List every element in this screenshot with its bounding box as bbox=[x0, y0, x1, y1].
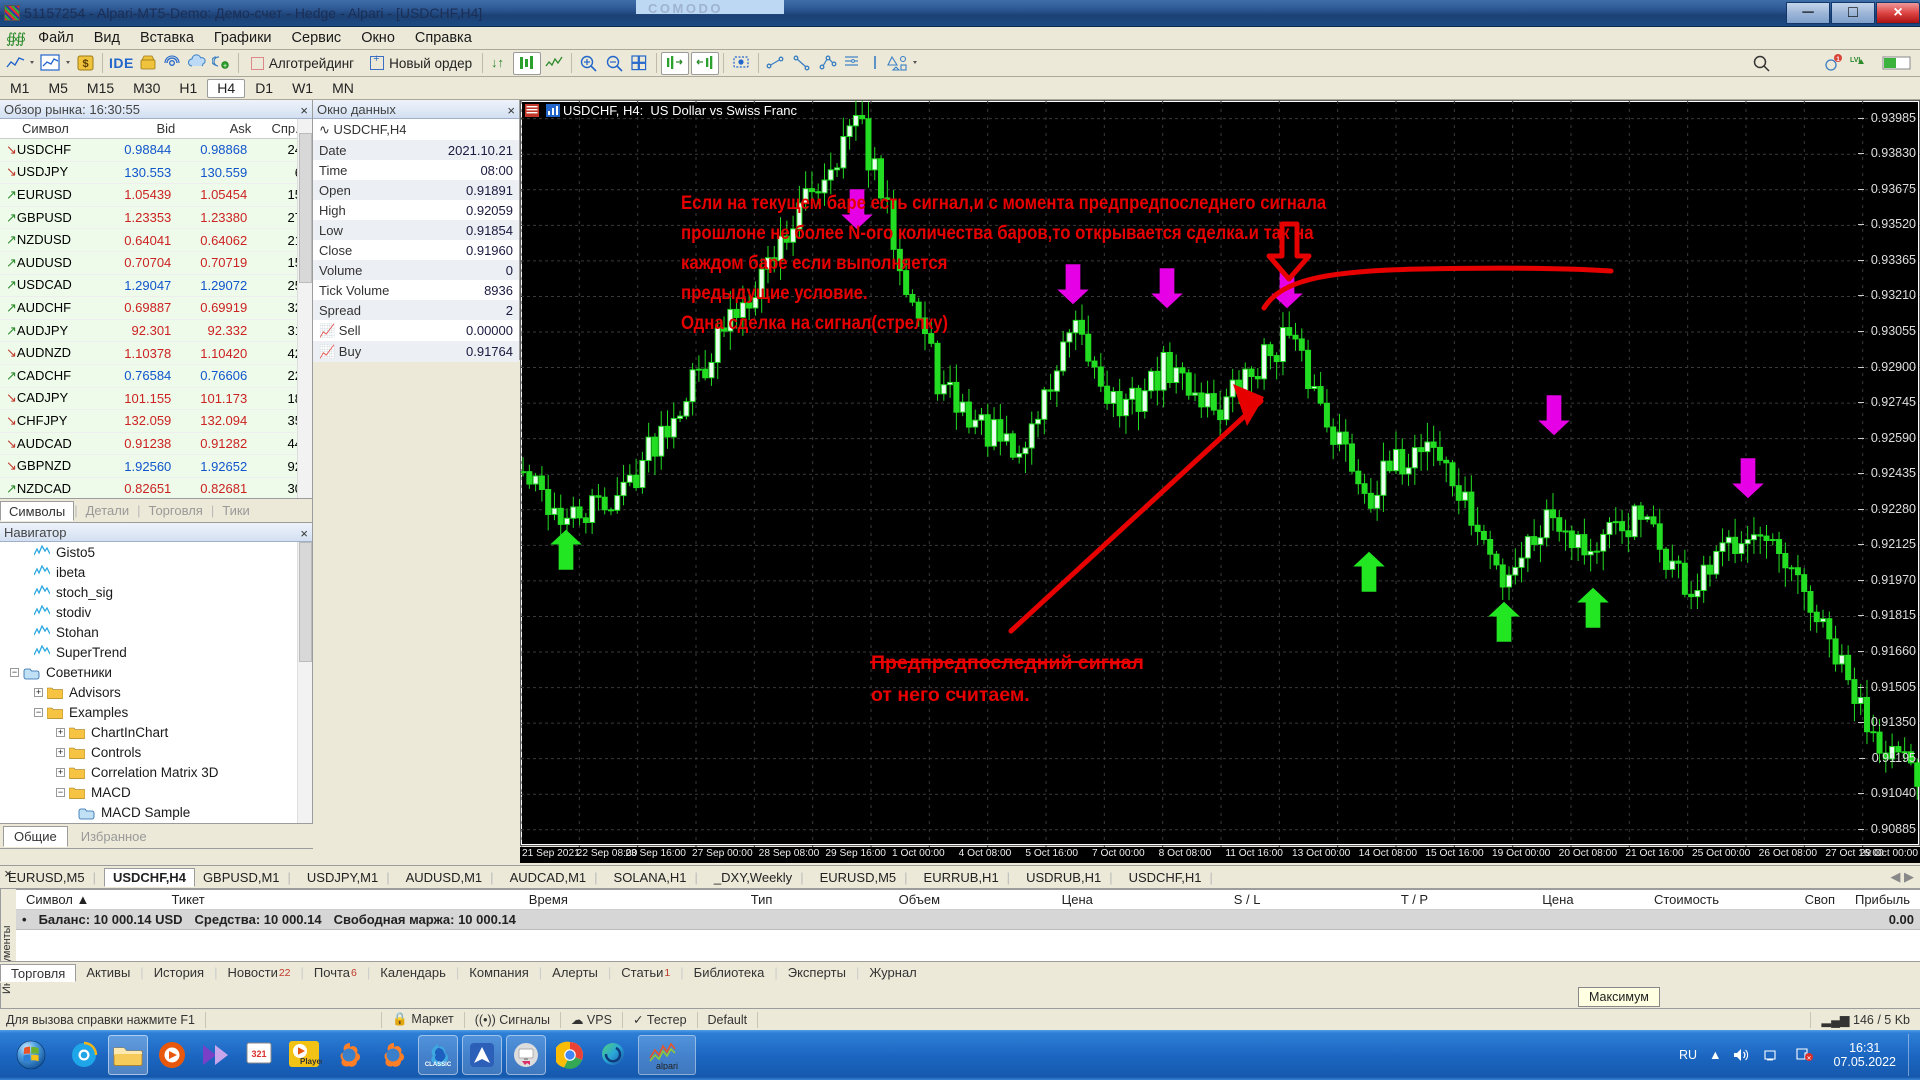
svg-text:✕: ✕ bbox=[1807, 1056, 1812, 1062]
svg-text:↓↑: ↓↑ bbox=[491, 55, 504, 70]
svg-text:CLASSIC: CLASSIC bbox=[425, 1062, 451, 1068]
svg-text:Одна сделка на сигнал(стрелку): Одна сделка на сигнал(стрелку) bbox=[681, 312, 948, 333]
svg-text:от него считаем.: от него считаем. bbox=[871, 684, 1030, 706]
svg-text:321: 321 bbox=[251, 1049, 266, 1059]
svg-text:Если на текущем баре есть сигн: Если на текущем баре есть сигнал,и с мом… bbox=[681, 192, 1327, 213]
svg-text:+: + bbox=[223, 63, 227, 70]
svg-text:предыдущие условие.: предыдущие условие. bbox=[681, 282, 868, 303]
svg-text:Player: Player bbox=[300, 1057, 322, 1066]
svg-text:каждом баре если выполняется: каждом баре если выполняется bbox=[681, 252, 947, 273]
svg-text:alpari: alpari bbox=[656, 1061, 678, 1070]
svg-text:прошлоне не более N-ого колич: прошлоне не более N-ого количества баров… bbox=[681, 222, 1314, 243]
svg-text:$: $ bbox=[82, 58, 88, 70]
